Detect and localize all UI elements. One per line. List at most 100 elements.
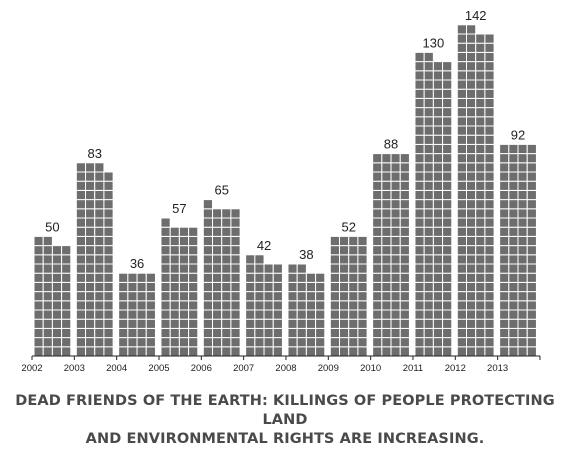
- unit-square: [372, 208, 383, 219]
- unit-square: [178, 309, 190, 320]
- unit-square: [414, 88, 425, 99]
- unit-square: [263, 281, 274, 293]
- unit-square: [399, 217, 410, 228]
- unit-square: [466, 107, 477, 118]
- unit-square: [466, 199, 477, 210]
- unit-square: [508, 217, 519, 228]
- unit-square: [499, 263, 510, 274]
- unit-square: [160, 327, 171, 339]
- unit-square: [390, 245, 401, 256]
- unit-square: [33, 235, 44, 247]
- unit-square: [484, 180, 495, 191]
- unit-square: [75, 208, 87, 219]
- unit-square: [414, 208, 425, 219]
- unit-square: [456, 79, 467, 90]
- unit-square: [526, 171, 537, 182]
- unit-square: [390, 208, 401, 219]
- unit-square: [202, 272, 214, 283]
- unit-square: [456, 217, 467, 228]
- unit-square: [61, 281, 72, 293]
- unit-square: [348, 309, 359, 320]
- unit-square: [432, 217, 444, 228]
- unit-square: [390, 217, 401, 228]
- tick-label-2013: 2013: [487, 363, 508, 374]
- unit-square: [423, 61, 434, 72]
- unit-square: [103, 318, 114, 329]
- unit-square: [254, 337, 265, 348]
- unit-square: [188, 337, 199, 348]
- unit-square: [526, 300, 537, 311]
- unit-square: [75, 235, 87, 247]
- unit-square: [381, 318, 392, 329]
- unit-square: [423, 153, 434, 164]
- unit-square: [442, 61, 453, 72]
- unit-square: [499, 291, 510, 302]
- bar-2008: [287, 263, 326, 357]
- bar-2011: [414, 51, 453, 357]
- unit-square: [85, 272, 96, 283]
- unit-square: [484, 318, 495, 329]
- unit-square: [414, 327, 425, 339]
- unit-square: [287, 309, 298, 320]
- unit-square: [456, 33, 467, 44]
- unit-square: [103, 217, 114, 228]
- unit-square: [466, 337, 477, 348]
- unit-square: [442, 309, 453, 320]
- unit-square: [466, 33, 477, 44]
- unit-square: [423, 263, 434, 274]
- unit-square: [61, 300, 72, 311]
- unit-square: [432, 199, 444, 210]
- unit-square: [245, 254, 256, 265]
- unit-square: [442, 272, 453, 283]
- unit-square: [51, 300, 63, 311]
- unit-square: [103, 337, 114, 348]
- unit-square: [94, 189, 105, 201]
- unit-square: [329, 272, 341, 283]
- unit-square: [85, 254, 96, 265]
- unit-square: [357, 254, 368, 265]
- unit-square: [329, 254, 341, 265]
- unit-square: [399, 263, 410, 274]
- unit-square: [94, 171, 105, 182]
- unit-square: [399, 318, 410, 329]
- unit-square: [287, 281, 298, 293]
- unit-square: [85, 309, 96, 320]
- unit-square: [357, 337, 368, 348]
- chart-caption: DEAD FRIENDS OF THE EARTH: KILLINGS OF P…: [0, 392, 570, 449]
- unit-square: [475, 346, 486, 357]
- unit-square: [357, 272, 368, 283]
- unit-square: [263, 291, 274, 302]
- unit-square: [475, 263, 486, 274]
- unit-square: [212, 217, 223, 228]
- unit-square: [466, 263, 477, 274]
- unit-square: [508, 189, 519, 201]
- unit-square: [75, 309, 87, 320]
- unit-square: [442, 79, 453, 90]
- unit-square: [287, 291, 298, 302]
- unit-square: [442, 254, 453, 265]
- unit-square: [484, 327, 495, 339]
- unit-square: [484, 70, 495, 81]
- unit-square: [381, 226, 392, 237]
- unit-square: [456, 337, 467, 348]
- unit-square: [287, 300, 298, 311]
- unit-square: [94, 291, 105, 302]
- unit-square: [484, 33, 495, 44]
- unit-square: [499, 235, 510, 247]
- unit-square: [526, 217, 537, 228]
- tick-label-2007: 2007: [233, 363, 254, 374]
- unit-square: [42, 254, 53, 265]
- unit-square: [315, 272, 326, 283]
- unit-square: [178, 300, 190, 311]
- unit-square: [499, 272, 510, 283]
- unit-square: [414, 245, 425, 256]
- unit-square: [508, 309, 519, 320]
- unit-square: [348, 337, 359, 348]
- unit-square: [221, 318, 232, 329]
- unit-square: [432, 171, 444, 182]
- unit-square: [94, 300, 105, 311]
- unit-square: [442, 97, 453, 109]
- bar-2006: [202, 199, 241, 357]
- unit-square: [484, 263, 495, 274]
- unit-square: [517, 189, 528, 201]
